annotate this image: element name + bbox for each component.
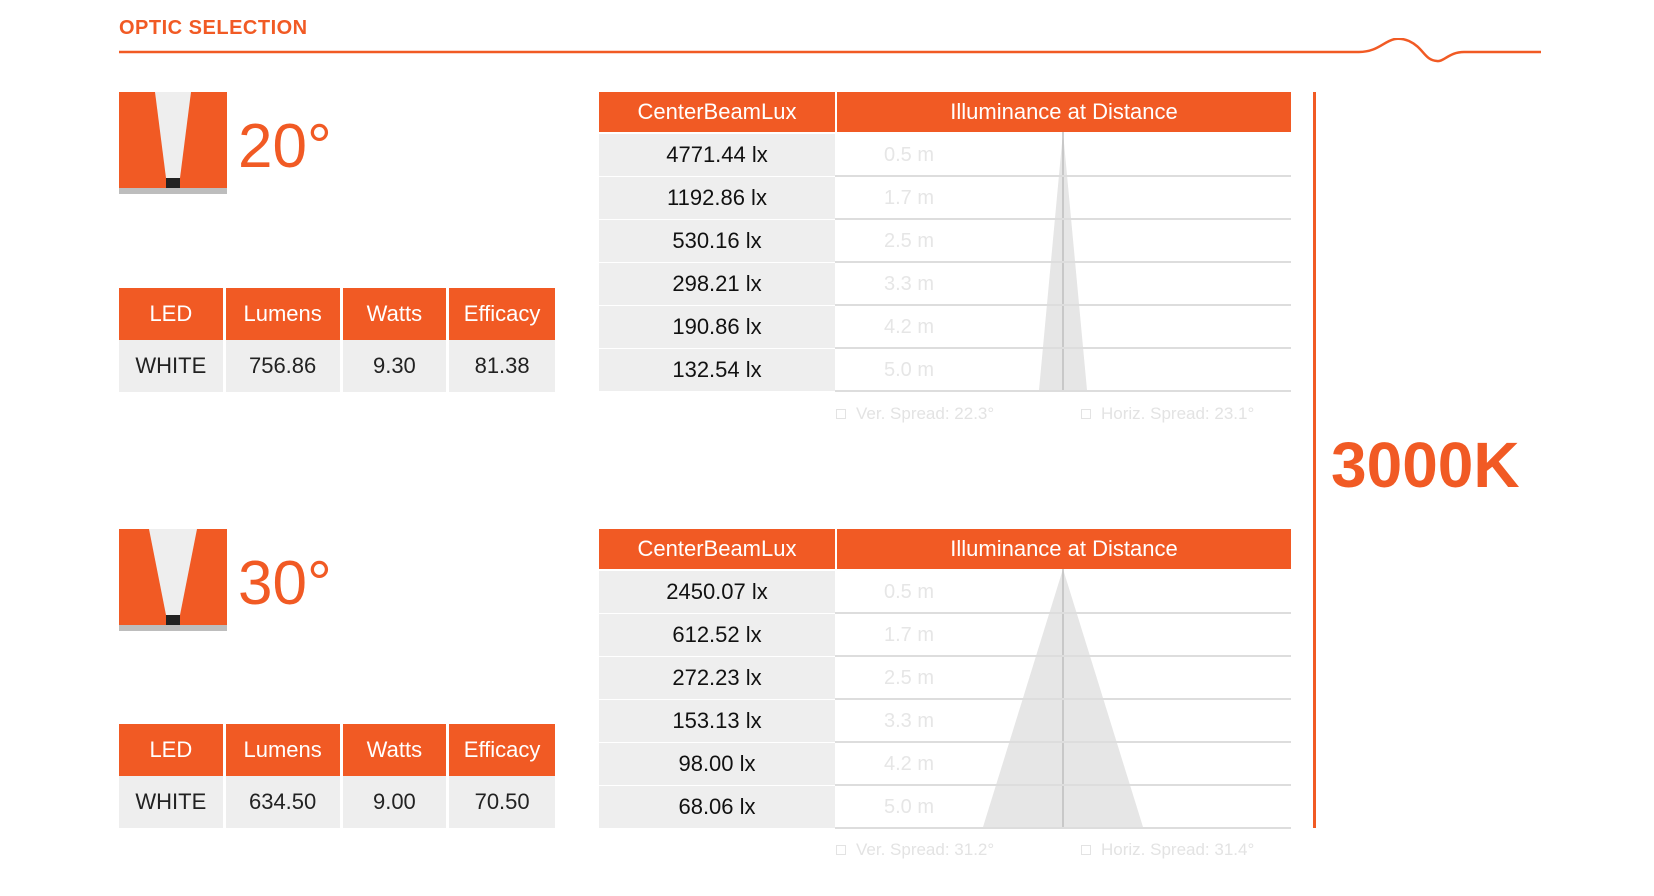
row-divider — [835, 741, 1291, 743]
header-lumens: Lumens — [225, 288, 340, 340]
row-divider — [835, 261, 1291, 263]
cell-led: WHITE — [119, 340, 223, 392]
distance-label: 3.3 m — [884, 709, 935, 732]
cell-led: WHITE — [119, 776, 223, 828]
header-efficacy: Efficacy — [449, 288, 555, 340]
wide-beam-icon — [119, 529, 227, 631]
lux-cell: 1192.86 lx — [599, 177, 835, 219]
lux-cell: 2450.07 lx — [599, 571, 835, 613]
header-led: LED — [119, 724, 223, 776]
distance-label: 4.2 m — [884, 315, 935, 338]
lux-cell: 298.21 lx — [599, 263, 835, 305]
cell-efficacy: 70.50 — [449, 776, 555, 828]
ver-spread-label: Ver. Spread: 22.3° — [856, 404, 995, 423]
horiz-spread-label: Horiz. Spread: 31.4° — [1101, 840, 1255, 859]
row-divider — [835, 612, 1291, 614]
distance-label: 4.2 m — [884, 752, 935, 775]
beam-angle-30: 30° — [238, 549, 332, 618]
distance-label: 3.3 m — [884, 272, 935, 295]
cell-watts: 9.00 — [342, 776, 447, 828]
header-efficacy: Efficacy — [449, 724, 555, 776]
ver-spread-label: Ver. Spread: 31.2° — [856, 840, 995, 859]
distance-label: 2.5 m — [884, 229, 935, 252]
row-divider — [835, 390, 1291, 392]
beam-angle-20: 20° — [238, 112, 332, 181]
cell-lumens: 634.50 — [225, 776, 340, 828]
distance-label: 5.0 m — [884, 358, 935, 381]
cell-watts: 9.30 — [342, 340, 447, 392]
distance-label: 2.5 m — [884, 666, 935, 689]
spec-data-row: WHITE 756.86 9.30 81.38 — [119, 340, 555, 392]
header-watts: Watts — [342, 288, 447, 340]
row-divider — [835, 347, 1291, 349]
row-divider — [835, 218, 1291, 220]
narrow-beam-icon — [119, 92, 227, 194]
horiz-spread-label: Horiz. Spread: 23.1° — [1101, 404, 1255, 423]
lux-cell: 190.86 lx — [599, 306, 835, 348]
spec-header-row: LED Lumens Watts Efficacy — [119, 288, 555, 340]
row-divider — [835, 784, 1291, 786]
vertical-divider — [1313, 92, 1316, 828]
spec-table-20: LED Lumens Watts Efficacy WHITE 756.86 9… — [116, 288, 558, 392]
legend-square-icon — [1081, 845, 1091, 855]
lux-header: CenterBeamLux — [599, 92, 835, 132]
lux-header: CenterBeamLux — [599, 529, 835, 569]
lux-cell: 132.54 lx — [599, 349, 835, 391]
row-divider — [835, 698, 1291, 700]
header-divider — [119, 38, 1541, 63]
page-title: OPTIC SELECTION — [119, 17, 308, 39]
header-watts: Watts — [342, 724, 447, 776]
horiz-spread-legend: Horiz. Spread: 23.1° — [1081, 404, 1254, 424]
spec-data-row: WHITE 634.50 9.00 70.50 — [119, 776, 555, 828]
legend-square-icon — [836, 409, 846, 419]
row-divider — [835, 827, 1291, 829]
header-led: LED — [119, 288, 223, 340]
lux-cell: 272.23 lx — [599, 657, 835, 699]
ver-spread-legend: Ver. Spread: 22.3° — [836, 404, 994, 424]
ver-spread-legend: Ver. Spread: 31.2° — [836, 840, 994, 860]
cell-lumens: 756.86 — [225, 340, 340, 392]
distance-label: 5.0 m — [884, 795, 935, 818]
lux-cell: 4771.44 lx — [599, 134, 835, 176]
row-divider — [835, 175, 1291, 177]
legend-square-icon — [1081, 409, 1091, 419]
lux-cell: 68.06 lx — [599, 786, 835, 828]
distance-label: 0.5 m — [884, 580, 935, 603]
lux-cell: 153.13 lx — [599, 700, 835, 742]
cct-value: 3000K — [1331, 429, 1520, 501]
lux-cell: 98.00 lx — [599, 743, 835, 785]
spec-table-30: LED Lumens Watts Efficacy WHITE 634.50 9… — [116, 724, 558, 828]
distance-header: Illuminance at Distance — [837, 92, 1291, 132]
row-divider — [835, 655, 1291, 657]
distance-label: 1.7 m — [884, 186, 935, 209]
legend-square-icon — [836, 845, 846, 855]
horiz-spread-legend: Horiz. Spread: 31.4° — [1081, 840, 1254, 860]
row-divider — [835, 304, 1291, 306]
distance-label: 1.7 m — [884, 623, 935, 646]
lux-cell: 530.16 lx — [599, 220, 835, 262]
lux-cell: 612.52 lx — [599, 614, 835, 656]
header-lumens: Lumens — [225, 724, 340, 776]
distance-header: Illuminance at Distance — [837, 529, 1291, 569]
spec-header-row: LED Lumens Watts Efficacy — [119, 724, 555, 776]
distance-label: 0.5 m — [884, 143, 935, 166]
cell-efficacy: 81.38 — [449, 340, 555, 392]
